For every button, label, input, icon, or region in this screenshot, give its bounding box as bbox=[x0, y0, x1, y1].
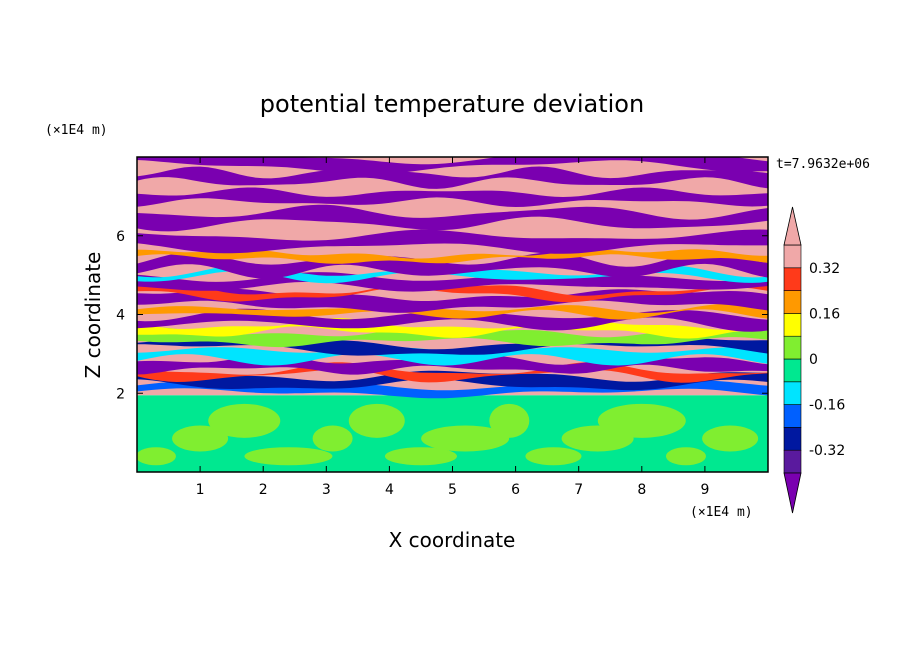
colorbar-segment bbox=[783, 381, 802, 405]
time-label: t=7.9632e+06 bbox=[776, 157, 870, 172]
x-tick-label: 7 bbox=[574, 482, 583, 498]
x-unit-label: (×1E4 m) bbox=[690, 505, 753, 520]
colorbar-segment bbox=[783, 290, 802, 314]
colorbar-tick-label: -0.32 bbox=[809, 443, 845, 459]
colorbar-tick-label: 0.32 bbox=[809, 261, 840, 277]
colorbar-tick-label: -0.16 bbox=[809, 398, 845, 414]
y-tick-label: 6 bbox=[116, 229, 125, 245]
y-axis-label: Z coordinate bbox=[81, 252, 105, 379]
x-tick-label: 2 bbox=[259, 482, 268, 498]
x-axis-label: X coordinate bbox=[389, 528, 516, 552]
colorbar-over-arrow bbox=[783, 206, 802, 246]
y-tick-label: 4 bbox=[116, 308, 125, 324]
x-tick-label: 3 bbox=[322, 482, 331, 498]
colorbar-segment bbox=[783, 244, 802, 269]
colorbar-segment bbox=[783, 267, 802, 291]
colorbar-under-arrow bbox=[783, 472, 802, 514]
x-tick-label: 5 bbox=[448, 482, 457, 498]
colorbar-segment bbox=[783, 358, 802, 383]
y-tick-label: 2 bbox=[116, 386, 125, 402]
colorbar bbox=[783, 206, 802, 514]
x-tick-label: 1 bbox=[196, 482, 205, 498]
y-unit-label: (×1E4 m) bbox=[45, 123, 108, 138]
x-tick-label: 9 bbox=[700, 482, 709, 498]
x-tick-label: 4 bbox=[385, 482, 394, 498]
colorbar-labels: 0.32 0.16 0 -0.16 -0.32 bbox=[809, 261, 845, 459]
colorbar-tick-label: 0 bbox=[809, 352, 818, 368]
colorbar-segment bbox=[783, 427, 802, 451]
x-axis-ticks: 1 2 3 4 5 6 7 8 9 bbox=[196, 157, 709, 498]
colorbar-tick-label: 0.16 bbox=[809, 306, 840, 322]
x-tick-label: 8 bbox=[637, 482, 646, 498]
colorbar-segment bbox=[783, 404, 802, 428]
y-axis-ticks: 2 4 6 bbox=[116, 229, 768, 402]
colorbar-segment bbox=[783, 313, 802, 337]
x-tick-label: 6 bbox=[511, 482, 520, 498]
heatmap-field bbox=[137, 157, 768, 472]
colorbar-segment bbox=[783, 449, 802, 474]
chart-title: potential temperature deviation bbox=[260, 90, 644, 118]
colorbar-segment bbox=[783, 335, 802, 360]
